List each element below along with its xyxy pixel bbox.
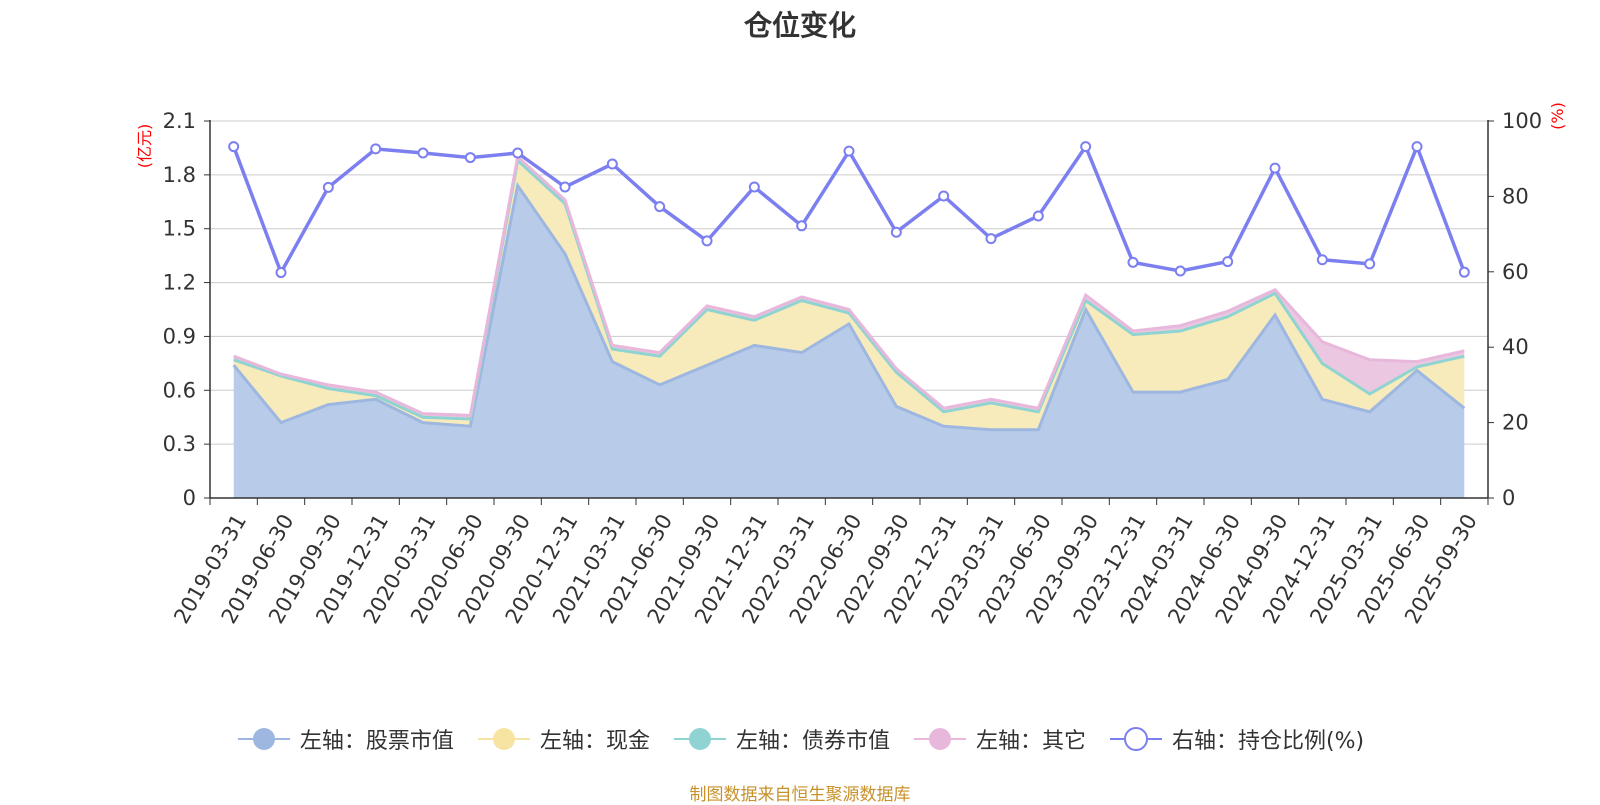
legend-label: 左轴：股票市值 [299,729,454,754]
ratio-point [228,141,240,153]
ratio-point [1080,141,1092,153]
ratio-point [370,143,382,155]
legend-label: 左轴：债券市值 [735,729,890,754]
ratio-point [1222,256,1234,268]
ratio-point [1127,256,1139,268]
ratio-point [748,181,760,193]
right-tick-label: 40 [1502,335,1529,359]
legend-item[interactable]: 左轴：现金 [476,723,650,755]
left-tick-label: 1.2 [163,271,196,295]
ratio-point [512,147,524,159]
left-tick-label: 2.1 [163,109,196,133]
ratio-point [1411,141,1423,153]
ratio-point [1269,162,1281,174]
left-tick-label: 1.5 [163,217,196,241]
right-tick-label: 100 [1502,109,1542,133]
right-tick-label: 0 [1502,486,1515,510]
ratio-point [985,233,997,245]
ratio-point [417,147,429,159]
legend: 左轴：股票市值 左轴：现金 左轴：债券市值 左轴：其它 右轴：持仓比例(%) [0,722,1600,756]
ratio-point [843,145,855,157]
ratio-point [701,235,713,247]
source-note: 制图数据来自恒生聚源数据库 [689,785,911,805]
right-axis-unit: (%) [1548,102,1567,130]
ratio-point [606,158,618,170]
series-line [233,153,1465,417]
ratio-point [1458,266,1470,278]
legend-swatch [913,728,966,750]
chart-area: 00.30.60.91.21.51.82.10204060801002019-0… [135,102,1567,628]
legend-swatch [673,728,726,750]
ratio-point [559,181,571,193]
left-tick-label: 0.9 [163,324,196,348]
ratio-point [1032,210,1044,222]
ratio-point [890,226,902,238]
right-tick-label: 20 [1502,411,1529,435]
ratio-point [1174,265,1186,277]
legend-item[interactable]: 左轴：债券市值 [672,723,890,755]
left-tick-label: 0.3 [163,432,196,456]
series-line [233,157,1465,421]
legend-swatch [237,728,290,750]
ratio-point [275,267,287,279]
chart-title: 仓位变化 [743,9,856,42]
ratio-point [464,152,476,164]
ratio-point [796,220,808,232]
left-tick-label: 0 [183,486,196,510]
legend-swatch [477,728,530,750]
legend-label: 左轴：其它 [975,729,1086,754]
ratio-point [938,190,950,202]
ratio-point [1364,258,1376,270]
area-现金 [233,160,1465,430]
legend-swatch [1109,727,1162,751]
right-tick-label: 60 [1502,260,1529,284]
ratio-point [322,181,334,193]
ratio-point [654,201,666,213]
legend-label: 右轴：持仓比例(%) [1171,729,1365,754]
legend-item[interactable]: 左轴：其它 [912,723,1086,755]
right-tick-label: 80 [1502,184,1529,208]
legend-label: 左轴：现金 [539,729,650,754]
legend-item[interactable]: 右轴：持仓比例(%) [1108,723,1364,755]
legend-item[interactable]: 左轴：股票市值 [236,723,454,755]
area-股票市值 [233,185,1465,498]
ratio-point [1316,254,1328,266]
series-line [232,181,1466,432]
left-axis-unit: (亿元) [135,124,154,169]
left-tick-label: 1.8 [163,163,196,187]
left-tick-label: 0.6 [163,378,196,402]
